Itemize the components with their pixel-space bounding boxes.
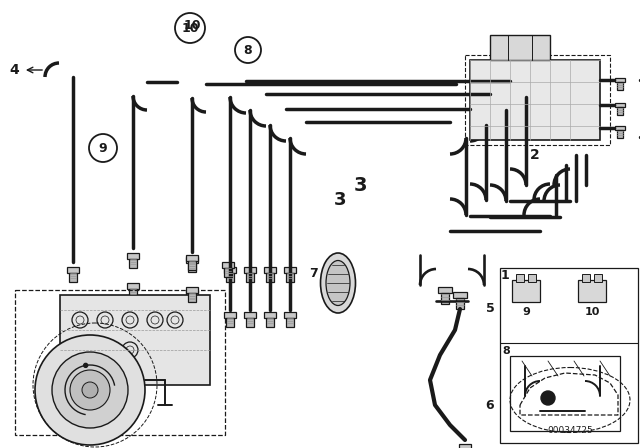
Bar <box>222 262 234 268</box>
Bar <box>264 267 276 273</box>
Bar <box>15 290 225 435</box>
Text: 4: 4 <box>9 63 19 77</box>
Text: 8: 8 <box>502 346 509 356</box>
Bar <box>129 258 136 268</box>
Bar <box>127 283 139 289</box>
Bar <box>512 280 540 302</box>
Bar <box>617 107 623 115</box>
Circle shape <box>52 352 128 428</box>
Bar <box>284 267 296 273</box>
Bar <box>510 356 620 431</box>
Bar <box>224 267 236 273</box>
Bar <box>186 290 198 296</box>
Text: 9: 9 <box>99 142 108 155</box>
Bar <box>244 312 256 318</box>
Ellipse shape <box>326 260 350 306</box>
Bar <box>188 261 196 270</box>
Bar <box>246 318 253 327</box>
Bar <box>224 312 236 318</box>
Bar <box>186 255 198 261</box>
Bar <box>615 103 625 107</box>
Text: 8: 8 <box>244 43 252 56</box>
Text: 2: 2 <box>530 148 540 162</box>
Bar <box>287 273 294 282</box>
Text: 5: 5 <box>486 302 494 314</box>
Bar <box>67 267 79 273</box>
Bar <box>266 318 274 327</box>
Ellipse shape <box>321 253 355 313</box>
Bar <box>459 444 471 448</box>
Bar <box>60 295 210 385</box>
Text: 3: 3 <box>353 176 367 194</box>
Bar <box>264 312 276 318</box>
Bar <box>284 312 296 318</box>
Bar <box>453 292 467 298</box>
Bar <box>69 273 77 282</box>
Bar <box>615 78 625 82</box>
Bar <box>615 126 625 130</box>
Text: 6: 6 <box>486 399 494 412</box>
Bar <box>582 274 590 282</box>
Bar <box>127 253 139 258</box>
Text: 7: 7 <box>308 267 317 280</box>
Bar <box>438 287 452 293</box>
Bar <box>617 130 623 138</box>
Text: 1: 1 <box>500 268 509 281</box>
Bar <box>456 298 464 310</box>
Bar <box>500 268 638 443</box>
Bar <box>528 274 536 282</box>
Bar <box>188 263 196 272</box>
Bar <box>594 274 602 282</box>
Bar <box>617 82 623 90</box>
Circle shape <box>70 370 110 410</box>
Text: 10: 10 <box>183 18 201 31</box>
Bar <box>244 267 256 273</box>
Bar <box>186 257 198 263</box>
Text: 9: 9 <box>522 307 530 317</box>
Text: 00034725: 00034725 <box>547 426 593 435</box>
Bar <box>287 318 294 327</box>
Text: 3: 3 <box>333 191 346 209</box>
Text: 10: 10 <box>181 22 199 34</box>
Bar <box>490 35 550 60</box>
Bar <box>188 293 196 302</box>
Circle shape <box>82 382 98 398</box>
Circle shape <box>84 363 88 367</box>
Bar <box>246 273 253 282</box>
Bar <box>470 60 600 140</box>
Bar <box>186 287 198 293</box>
Bar <box>227 318 234 327</box>
Bar <box>266 273 274 282</box>
Circle shape <box>541 391 555 405</box>
Text: 10: 10 <box>584 307 600 317</box>
Bar <box>441 293 449 304</box>
Bar <box>516 274 524 282</box>
Bar <box>578 280 606 302</box>
Bar <box>188 296 196 305</box>
Bar <box>129 289 136 298</box>
Bar <box>465 55 610 145</box>
Bar <box>225 268 232 277</box>
Bar <box>227 273 234 282</box>
Circle shape <box>35 335 145 445</box>
